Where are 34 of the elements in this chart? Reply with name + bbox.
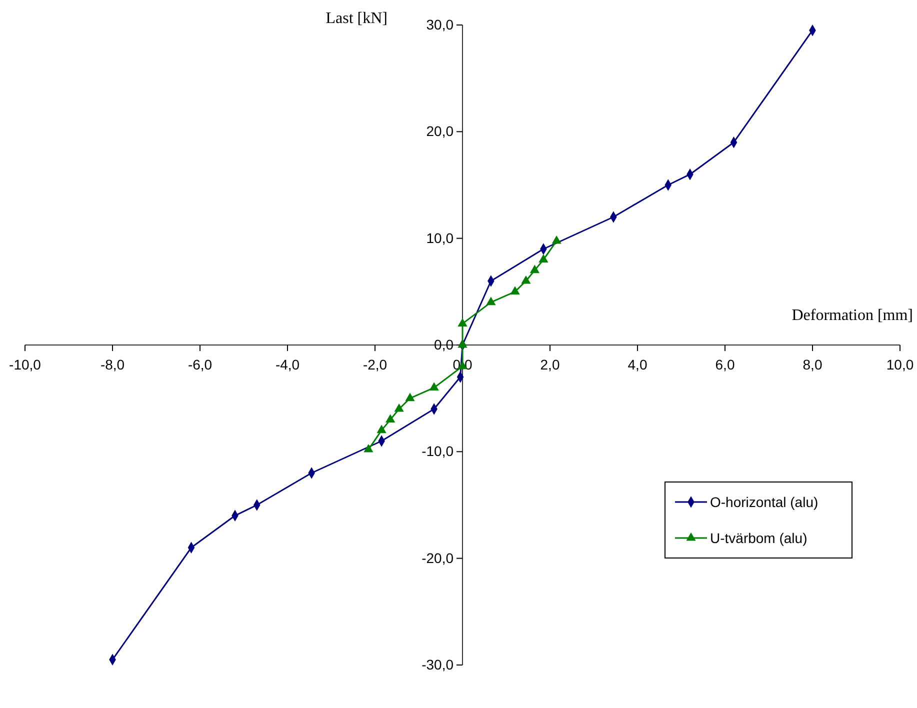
- point: [458, 339, 468, 348]
- point: [376, 424, 386, 434]
- x-tick-label: -4,0: [275, 356, 300, 372]
- x-tick-label: -6,0: [188, 356, 212, 372]
- x-tick-label: 10,0: [886, 356, 914, 372]
- y-tick-label: -10,0: [422, 443, 454, 460]
- x-tick-label: -2,0: [362, 356, 388, 372]
- x-axis-title: Deformation [mm]: [792, 307, 913, 324]
- x-tick-label: 8,0: [802, 356, 822, 372]
- point: [405, 392, 415, 402]
- point: [394, 403, 404, 412]
- x-tick-label: 4,0: [628, 356, 648, 372]
- point: [486, 296, 496, 306]
- point: [521, 275, 531, 284]
- y-tick-label: 20,0: [426, 123, 454, 140]
- x-tick-label: -8,0: [100, 356, 125, 372]
- point: [552, 235, 562, 244]
- y-tick-label: -20,0: [422, 550, 454, 566]
- x-tick-label: -10,0: [9, 356, 42, 372]
- point: [364, 444, 374, 452]
- point: [458, 318, 468, 326]
- x-tick-label: 6,0: [715, 356, 735, 372]
- point: [510, 286, 520, 294]
- point: [386, 414, 396, 422]
- x-tick-label: 2,0: [540, 356, 560, 372]
- y-tick-label: 10,0: [426, 230, 454, 246]
- point: [530, 264, 540, 274]
- point: [538, 254, 548, 262]
- y-tick-label: 30,0: [426, 16, 454, 32]
- y-tick-label: -30,0: [422, 656, 454, 672]
- legend-label: O-horizontal (alu): [710, 494, 818, 510]
- y-axis-title: Last [kN]: [326, 10, 388, 27]
- point: [429, 382, 439, 390]
- legend-label: U-tvärbom (alu): [710, 530, 808, 546]
